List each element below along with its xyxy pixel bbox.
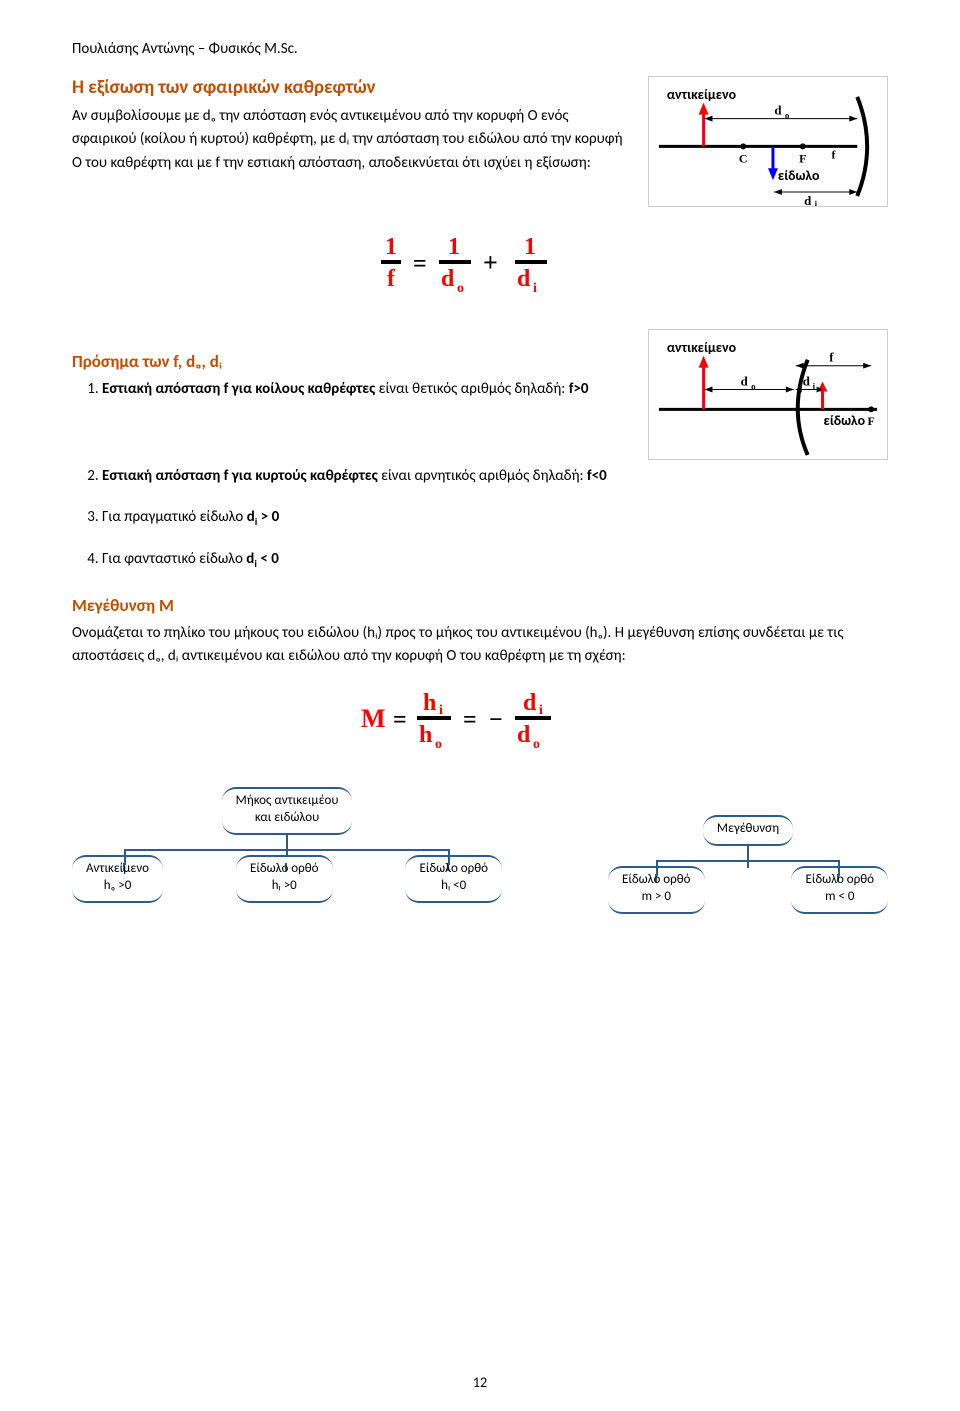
- svg-text:M: M: [361, 704, 386, 733]
- svg-text:−: −: [489, 707, 503, 733]
- tree-root-lengths: Μήκος αντικειμέουκαι ειδώλου: [222, 787, 353, 835]
- tree-leaf-title: Είδωλο ορθό: [419, 861, 488, 876]
- svg-text:o: o: [435, 737, 442, 752]
- svg-text:h: h: [419, 722, 432, 748]
- label-f-point: F: [799, 151, 806, 165]
- svg-text:o: o: [457, 281, 464, 296]
- svg-text:d: d: [803, 374, 811, 388]
- mirror-figure-concave: C F f αντικείμενο d o είδωλο: [648, 76, 888, 207]
- tree-leaf-title: Είδωλο ορθό: [622, 872, 691, 887]
- svg-text:h: h: [423, 690, 436, 716]
- svg-text:i: i: [533, 281, 537, 296]
- tree-root-magnification: Μεγέθυνση: [703, 815, 793, 846]
- sign-list: Εστιακή απόσταση f για κοίλους καθρέφτες…: [72, 378, 628, 401]
- mirror-figure-convex: αντικείμενο F είδωλο f d o: [648, 329, 888, 460]
- svg-text:d: d: [741, 374, 749, 388]
- tree-leaf-value: m > 0: [642, 889, 671, 904]
- svg-text:d: d: [774, 104, 782, 118]
- sign-item-4: Για φανταστικό είδωλο di < 0: [102, 548, 888, 572]
- label-object-1: αντικείμενο: [667, 86, 737, 103]
- tree-root-label-lengths: Μήκος αντικειμέουκαι ειδώλου: [236, 793, 339, 825]
- tree-leaf: Είδωλο ορθό hᵢ >0: [236, 855, 333, 903]
- svg-text:o: o: [533, 737, 540, 752]
- svg-text:i: i: [539, 703, 543, 718]
- section-paragraph-equation: Αν συμβολίσουμε με dₒ την απόσταση ενός …: [72, 105, 628, 175]
- label-image-1: είδωλο: [778, 167, 820, 184]
- tree-leaf-title: Αντικείμενο: [86, 861, 149, 876]
- svg-text:f: f: [829, 351, 834, 365]
- sign-item-3: Για πραγματικό είδωλο di > 0: [102, 506, 888, 530]
- svg-text:=: =: [413, 251, 427, 277]
- svg-text:+: +: [483, 248, 498, 277]
- label-c: C: [739, 151, 748, 165]
- tree-leaf: Αντικείμενο hₒ >0: [72, 855, 163, 903]
- section-title-equation: Η εξίσωση των σφαιρικών καθρεφτών: [72, 76, 628, 99]
- svg-text:i: i: [439, 703, 443, 718]
- svg-text:d: d: [523, 690, 537, 716]
- svg-text:=: =: [463, 707, 477, 733]
- svg-text:1: 1: [448, 234, 460, 260]
- section-title-magnification: Μεγέθυνση Μ: [72, 595, 888, 616]
- svg-text:o: o: [751, 381, 756, 391]
- svg-text:=: =: [393, 707, 407, 733]
- svg-text:o: o: [785, 111, 790, 121]
- tree-lengths: Μήκος αντικειμέουκαι ειδώλου Αντικείμενο…: [72, 787, 502, 914]
- tree-magnification: Μεγέθυνση Είδωλο ορθό m > 0 Είδωλο ορθό …: [608, 815, 888, 914]
- page-header: Πουλιάσης Αντώνης – Φυσικός M.Sc.: [72, 40, 888, 58]
- tree-leaf-value: hᵢ >0: [272, 878, 297, 893]
- section-title-signs: Πρόσημα των f, dₒ, dᵢ: [72, 351, 628, 372]
- tree-leaf-value: hᵢ <0: [441, 878, 466, 893]
- sign-item-1: Εστιακή απόσταση f για κοίλους καθρέφτες…: [102, 378, 628, 401]
- svg-text:1: 1: [385, 234, 397, 260]
- formula-lens-equation: 1 f = 1 d o + 1 d i: [72, 226, 888, 301]
- svg-text:d: d: [441, 266, 455, 292]
- tree-leaf: Είδωλο ορθό m > 0: [608, 866, 705, 914]
- svg-text:d: d: [804, 194, 812, 207]
- tree-leaf-value: hₒ >0: [104, 878, 132, 893]
- label-image-2: είδωλο: [824, 412, 866, 429]
- tree-leaf-title: Είδωλο ορθό: [250, 861, 319, 876]
- svg-text:d: d: [517, 722, 531, 748]
- tree-leaf: Είδωλο ορθό m < 0: [791, 866, 888, 914]
- svg-text:d: d: [517, 266, 531, 292]
- section-paragraph-magnification: Ονομάζεται το πηλίκο του μήκους του ειδώ…: [72, 622, 888, 669]
- tree-leaf: Είδωλο ορθό hᵢ <0: [405, 855, 502, 903]
- svg-text:f: f: [387, 266, 396, 292]
- tree-leaf-title: Είδωλο ορθό: [805, 872, 874, 887]
- formula-magnification: M = h i h o = − d i d o: [72, 682, 888, 757]
- tree-leaf-value: m < 0: [825, 889, 854, 904]
- label-object-2: αντικείμενο: [667, 339, 737, 356]
- svg-text:1: 1: [524, 234, 536, 260]
- label-f-point-2: F: [867, 414, 874, 428]
- tree-root-label-magnification: Μεγέθυνση: [717, 821, 779, 836]
- page-number: 12: [473, 1374, 487, 1391]
- sign-item-2: Εστιακή απόσταση f για κυρτούς καθρέφτες…: [102, 465, 888, 488]
